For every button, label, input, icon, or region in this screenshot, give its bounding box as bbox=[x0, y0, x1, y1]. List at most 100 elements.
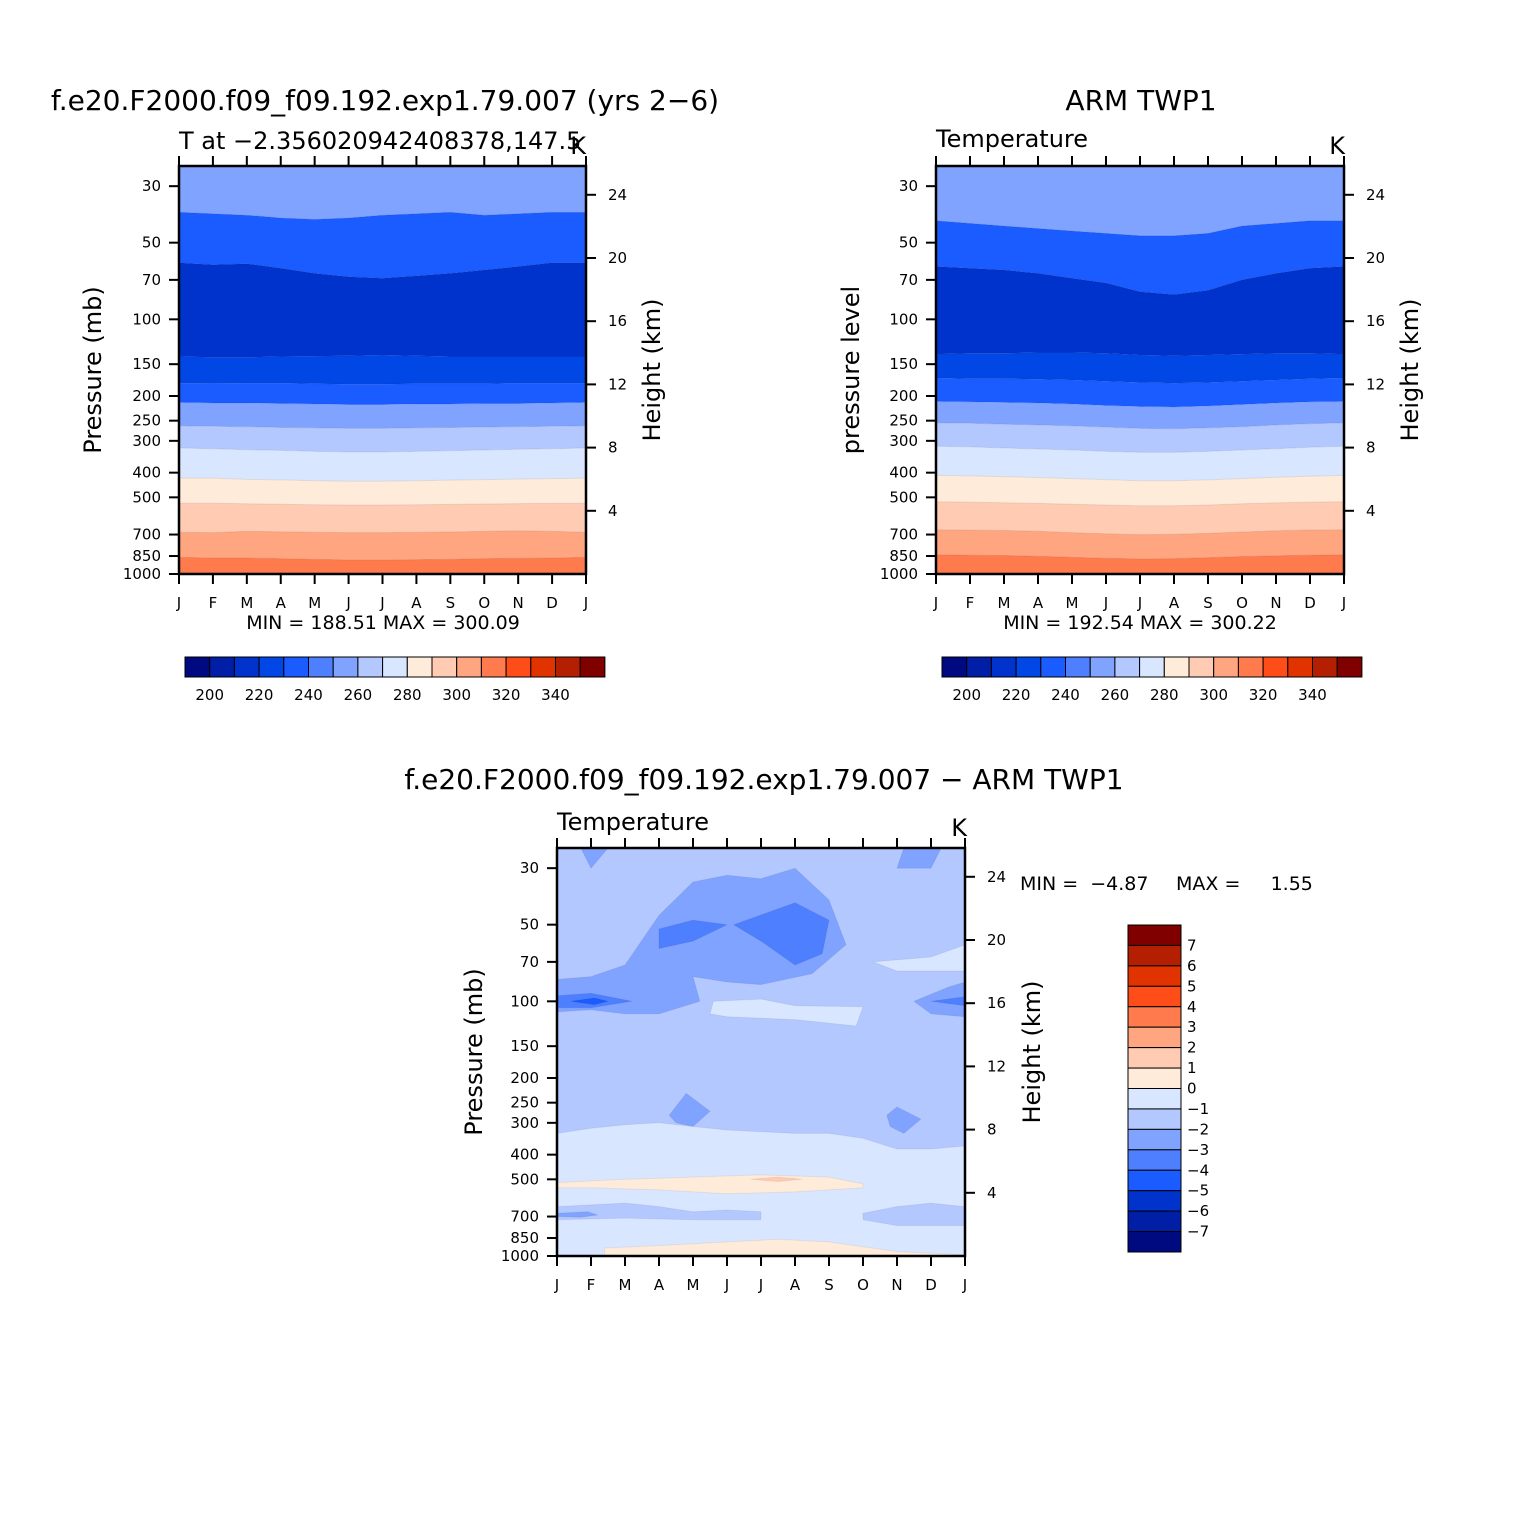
colorbar-swatch bbox=[1127, 1210, 1182, 1233]
x-tick-label: F bbox=[966, 594, 975, 612]
panel-diff-ylabel-right: Height (km) bbox=[1018, 981, 1046, 1124]
colorbar-label: 300 bbox=[1199, 686, 1228, 704]
colorbar-label: −6 bbox=[1187, 1202, 1209, 1220]
x-tick-label: J bbox=[1341, 594, 1346, 612]
panel-obs-subtitle-right: K bbox=[1329, 132, 1346, 160]
y-tick-label: 200 bbox=[510, 1069, 539, 1087]
y-tick-label: 150 bbox=[132, 355, 161, 373]
contour-line bbox=[178, 447, 587, 453]
y-right-tick-label: 12 bbox=[608, 375, 627, 393]
colorbar-swatch bbox=[1127, 1006, 1182, 1028]
contour-band bbox=[936, 446, 1344, 481]
y-tick-label: 850 bbox=[510, 1229, 539, 1247]
y-right-tick-label: 24 bbox=[608, 186, 627, 204]
x-tick-label: D bbox=[925, 1276, 937, 1294]
panel-diff-subtitle-left: Temperature bbox=[556, 808, 709, 836]
y-right-tick-label: 20 bbox=[1366, 249, 1385, 267]
colorbar-label: 0 bbox=[1187, 1080, 1197, 1098]
panel-obs-stats: MIN = 192.54 MAX = 300.22 bbox=[1003, 612, 1277, 634]
contour-line bbox=[935, 445, 1345, 453]
x-tick-label: J bbox=[758, 1276, 763, 1294]
panel-diff-contours bbox=[557, 848, 965, 1256]
x-tick-label: J bbox=[345, 594, 350, 612]
y-tick-label: 150 bbox=[889, 355, 918, 373]
colorbar-label: 240 bbox=[294, 686, 323, 704]
contour-band bbox=[179, 212, 586, 279]
y-tick-label: 700 bbox=[889, 526, 918, 544]
colorbar-swatch bbox=[990, 656, 1017, 678]
x-tick-label: M bbox=[240, 594, 253, 612]
x-tick-label: S bbox=[446, 594, 456, 612]
x-tick-label: M bbox=[308, 594, 321, 612]
contour-band bbox=[179, 355, 586, 385]
x-tick-label: J bbox=[554, 1276, 559, 1294]
colorbar-label: 1 bbox=[1187, 1059, 1197, 1077]
colorbar-swatch bbox=[1127, 985, 1182, 1008]
colorbar-label: −1 bbox=[1187, 1100, 1209, 1118]
y-tick-label: 150 bbox=[510, 1037, 539, 1055]
x-tick-label: F bbox=[587, 1276, 596, 1294]
colorbar-swatch bbox=[966, 656, 992, 678]
y-right-tick-label: 8 bbox=[608, 439, 618, 457]
y-tick-label: 500 bbox=[132, 488, 161, 506]
panel-model-stats: MIN = 188.51 MAX = 300.09 bbox=[246, 612, 520, 634]
y-tick-label: 250 bbox=[889, 412, 918, 430]
y-tick-label: 700 bbox=[510, 1208, 539, 1226]
panel-diff-colorbar: 7 6 5 4 3 2 1 0 −1 −2 −3 −4 −5 −6 −7 bbox=[1127, 924, 1209, 1253]
colorbar-swatch bbox=[1287, 656, 1314, 678]
x-tick-label: A bbox=[654, 1276, 665, 1294]
panel-model-subtitle-left: T at −2.356020942408378,147.5 bbox=[178, 127, 581, 155]
colorbar-swatch bbox=[1127, 1067, 1182, 1089]
colorbar-swatch bbox=[1127, 1047, 1182, 1069]
colorbar-label: 2 bbox=[1187, 1039, 1197, 1057]
panel-obs-title: ARM TWP1 bbox=[1065, 84, 1216, 117]
panel-model-title: f.e20.F2000.f09_f09.192.exp1.79.007 (yrs… bbox=[51, 84, 719, 117]
colorbar-swatch bbox=[357, 656, 384, 678]
x-tick-label: S bbox=[824, 1276, 834, 1294]
x-tick-label: J bbox=[724, 1276, 729, 1294]
contour-region bbox=[709, 998, 864, 1027]
y-right-tick-label: 20 bbox=[608, 249, 627, 267]
colorbar-swatch bbox=[1089, 656, 1116, 678]
x-tick-label: A bbox=[1169, 594, 1180, 612]
x-tick-label: F bbox=[209, 594, 218, 612]
contour-line bbox=[178, 401, 587, 405]
colorbar-swatch bbox=[258, 656, 285, 678]
y-right-tick-label: 4 bbox=[987, 1184, 997, 1202]
contour-line bbox=[935, 352, 1345, 357]
contour-line bbox=[935, 474, 1345, 482]
colorbar-swatch bbox=[184, 656, 211, 678]
panel-model-ylabel-right: Height (km) bbox=[638, 299, 666, 442]
x-tick-label: S bbox=[1203, 594, 1213, 612]
colorbar-swatch bbox=[1015, 656, 1042, 678]
contour-band bbox=[936, 501, 1344, 535]
contour-band bbox=[179, 448, 586, 482]
contour-region bbox=[886, 1106, 922, 1134]
contour-line bbox=[935, 266, 1345, 296]
colorbar-swatch bbox=[530, 656, 556, 678]
colorbar-label: 200 bbox=[195, 686, 224, 704]
colorbar-label: −4 bbox=[1187, 1161, 1209, 1179]
x-tick-label: M bbox=[1066, 594, 1079, 612]
colorbar-label: −3 bbox=[1187, 1141, 1209, 1159]
contour-line bbox=[178, 262, 586, 279]
panel-model-contours bbox=[178, 166, 587, 575]
contour-band bbox=[179, 478, 586, 505]
panel-obs-axes: J F M A M J J A S O N D J 30 50 70 100 150 200 250 300 400 500… bbox=[880, 156, 1385, 612]
y-tick-label: 100 bbox=[889, 310, 918, 328]
y-tick-label: 400 bbox=[889, 464, 918, 482]
colorbar-swatch bbox=[1127, 1169, 1182, 1192]
colorbar-swatch bbox=[209, 656, 235, 678]
colorbar-swatch bbox=[579, 656, 606, 678]
y-tick-label: 70 bbox=[520, 953, 539, 971]
colorbar-swatch bbox=[1040, 656, 1067, 678]
y-right-tick-label: 20 bbox=[987, 931, 1006, 949]
contour-band bbox=[936, 401, 1344, 429]
y-right-tick-label: 12 bbox=[1366, 375, 1385, 393]
contour-line bbox=[935, 377, 1345, 384]
contour-region bbox=[896, 848, 942, 869]
contour-band bbox=[179, 530, 586, 560]
colorbar-label: −2 bbox=[1187, 1120, 1209, 1138]
colorbar-swatch bbox=[1127, 1149, 1182, 1171]
